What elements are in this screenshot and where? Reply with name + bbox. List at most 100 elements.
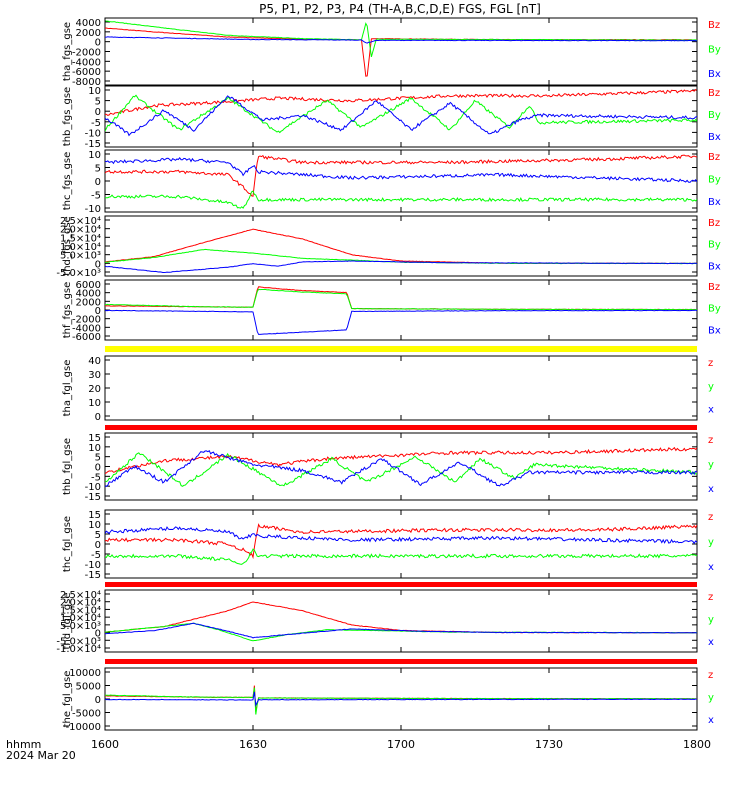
legend-Bz: Bz (708, 20, 720, 31)
panel-frame (104, 355, 698, 421)
y-tick-label: -15 (85, 570, 101, 581)
y-tick-label: -6000 (72, 67, 101, 78)
series-y (105, 687, 697, 715)
series-z (105, 601, 697, 634)
panel-thc_fgs_gse: 10 5 0 -5 -10 thc_fgs_gse Bz By Bx (62, 149, 721, 215)
legend-Bz: Bz (708, 152, 720, 163)
legend-x: x (708, 484, 714, 495)
y-tick-label: -5.0×10³ (56, 636, 101, 647)
y-axis-label: tha_fgl_gse (62, 360, 73, 417)
y-tick-label: 5.0×10³ (60, 621, 101, 632)
y-tick-label: 10 (88, 443, 101, 454)
series-By (105, 190, 697, 209)
series-x (105, 449, 697, 487)
y-tick-label: -2000 (72, 315, 101, 326)
series-Bz (105, 88, 697, 116)
panel-tha_fgs_gse: 400020000-2000-4000-6000-8000tha_fgs_gse… (62, 17, 721, 88)
y-tick-label: -15 (85, 492, 101, 503)
series-Bx (105, 36, 697, 44)
y-tick-label: 4000 (76, 18, 101, 29)
series-Bx (105, 95, 697, 137)
series-y (105, 548, 697, 565)
y-tick-label: 10 (88, 520, 101, 531)
y-tick-label: -15 (85, 139, 101, 150)
flag-bar-4 (105, 659, 697, 664)
legend-Bz: Bz (708, 218, 720, 229)
y-tick-label: 2.5×10⁴ (60, 216, 101, 227)
y-tick-label: 0 (95, 306, 101, 317)
y-tick-label: 10 (88, 398, 101, 409)
panel-frame (104, 589, 698, 653)
y-tick-label: 5 (95, 530, 101, 541)
y-tick-label: 1.5×10⁴ (60, 605, 101, 616)
legend-By: By (708, 110, 721, 121)
y-tick-label: 5.0×10³ (60, 251, 101, 262)
panel-frame (104, 509, 698, 579)
legend-z: z (708, 592, 713, 603)
legend-z: z (708, 358, 713, 369)
y-tick-label: 0 (95, 259, 101, 270)
legend-By: By (708, 45, 721, 56)
y-tick-label: -2000 (72, 48, 101, 59)
legend-Bz: Bz (708, 282, 720, 293)
series-z (105, 446, 697, 474)
legend-Bx: Bx (708, 69, 721, 80)
y-tick-label: 5 (95, 164, 101, 175)
time-axis-label: hhmm (6, 738, 41, 751)
time-axis-date: 2024 Mar 20 (6, 749, 76, 762)
y-tick-label: 2.0×10⁴ (60, 598, 101, 609)
y-tick-label: 2.0×10⁴ (60, 225, 101, 236)
x-tick-label: 1730 (535, 738, 563, 751)
y-axis-label: thc_fgl_gse (62, 516, 73, 572)
y-tick-label: -5.0×10³ (56, 268, 101, 279)
y-tick-label: -10 (85, 128, 101, 139)
series-Bz (105, 228, 697, 265)
y-axis-label: thd_fgl_gse (62, 593, 73, 650)
y-tick-label: 4000 (76, 289, 101, 300)
legend-x: x (708, 715, 714, 726)
y-tick-label: 0 (95, 38, 101, 49)
x-tick-label: 1700 (387, 738, 415, 751)
y-axis-label: tha_fgs_gse (62, 22, 73, 81)
y-tick-label: -5 (91, 472, 101, 483)
series-By (105, 288, 697, 311)
series-Bx (105, 156, 697, 183)
y-tick-label: -10000 (66, 722, 101, 733)
legend-By: By (708, 304, 721, 315)
legend-y: y (708, 693, 714, 704)
panel-frame (104, 215, 698, 277)
legend-Bx: Bx (708, 132, 721, 143)
flag-bar-3 (105, 582, 697, 587)
flag-bar-2 (105, 425, 697, 430)
y-tick-label: 2.5×10⁴ (60, 590, 101, 601)
panel-frame (104, 17, 698, 86)
legend-y: y (708, 460, 714, 471)
y-tick-label: 1.5×10⁴ (60, 233, 101, 244)
legend-y: y (708, 615, 714, 626)
y-axis-label: thb_fgl_gse (62, 438, 73, 495)
panel-thd_fgs_gse: 2.5×10⁴2.0×10⁴1.5×10⁴1.0×10⁴5.0×10³0-5.0… (56, 215, 721, 279)
y-tick-label: 15 (88, 433, 101, 444)
legend-Bx: Bx (708, 261, 721, 272)
y-tick-label: 10000 (69, 668, 101, 679)
y-tick-label: 0 (95, 695, 101, 706)
y-tick-label: 15 (88, 510, 101, 521)
y-tick-label: 0 (95, 463, 101, 474)
legend-y: y (708, 537, 714, 548)
y-tick-label: -10 (85, 560, 101, 571)
panel-frame (104, 432, 698, 501)
series-Bz (105, 27, 697, 77)
y-tick-label: 5 (95, 453, 101, 464)
legend-By: By (708, 175, 721, 186)
series-Bz (105, 154, 697, 197)
panel-frame (104, 149, 698, 213)
legend-y: y (708, 381, 714, 392)
legend-x: x (708, 405, 714, 416)
y-tick-label: -5 (91, 550, 101, 561)
plot-title: P5, P1, P2, P3, P4 (TH-A,B,C,D,E) FGS, F… (259, 2, 541, 16)
legend-z: z (708, 670, 713, 681)
y-tick-label: -6000 (72, 332, 101, 343)
